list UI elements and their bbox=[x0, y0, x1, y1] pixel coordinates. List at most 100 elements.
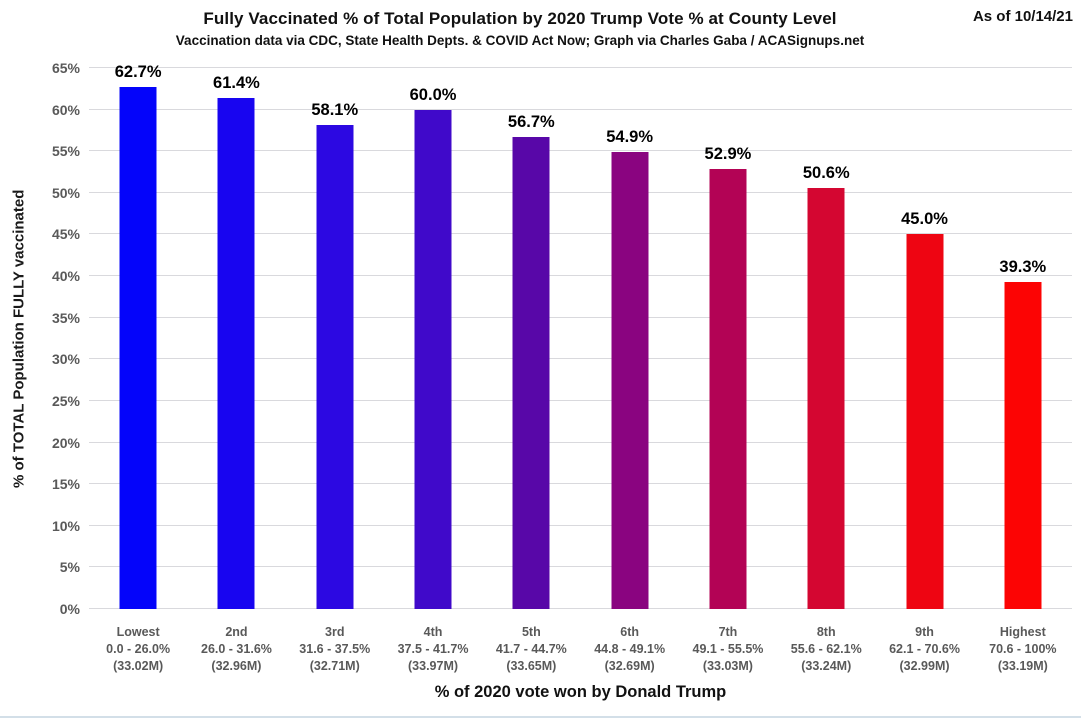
x-category-label: 8th 55.6 - 62.1% (33.24M) bbox=[777, 624, 875, 675]
y-tick-label: 30% bbox=[51, 351, 80, 368]
x-category-label: 6th 44.8 - 49.1% (32.69M) bbox=[581, 624, 679, 675]
bar-column: 61.4% bbox=[187, 68, 285, 609]
bar-column: 50.6% bbox=[777, 68, 875, 609]
bar-column: 54.9% bbox=[581, 68, 679, 609]
bar-value-label: 39.3% bbox=[999, 257, 1047, 276]
bar-column: 60.0% bbox=[384, 68, 482, 609]
bar bbox=[316, 125, 354, 609]
chart-header: Fully Vaccinated % of Total Population b… bbox=[0, 9, 1040, 48]
x-category-range: 62.1 - 70.6% bbox=[889, 642, 960, 656]
x-category-label: Lowest 0.0 - 26.0% (33.02M) bbox=[89, 624, 187, 675]
x-category-tier: 2nd bbox=[225, 625, 248, 639]
gridline bbox=[89, 275, 1072, 277]
bar bbox=[512, 137, 550, 609]
bar bbox=[414, 109, 452, 609]
x-category-tier: 8th bbox=[816, 625, 836, 639]
gridline bbox=[89, 483, 1072, 485]
x-category-label: Highest 70.6 - 100% (33.19M) bbox=[974, 624, 1072, 675]
x-category-label: 2nd 26.0 - 31.6% (32.96M) bbox=[187, 624, 285, 675]
bar-column: 56.7% bbox=[482, 68, 580, 609]
x-category-population: (33.65M) bbox=[506, 659, 557, 673]
gridline bbox=[89, 441, 1072, 443]
bar-value-label: 52.9% bbox=[704, 144, 752, 163]
gridline bbox=[89, 150, 1072, 152]
bar-column: 52.9% bbox=[679, 68, 777, 609]
gridline bbox=[89, 316, 1072, 318]
x-category-range: 0.0 - 26.0% bbox=[106, 642, 171, 656]
bar bbox=[217, 97, 255, 609]
y-tick-label: 50% bbox=[51, 184, 80, 201]
bar-column: 58.1% bbox=[286, 68, 384, 609]
bar-column: 39.3% bbox=[974, 68, 1072, 609]
gridline bbox=[89, 608, 1072, 609]
x-category-population: (32.99M) bbox=[899, 659, 950, 673]
x-axis-title: % of 2020 vote won by Donald Trump bbox=[434, 683, 727, 701]
gridline bbox=[89, 358, 1072, 360]
x-category-range: 70.6 - 100% bbox=[989, 642, 1057, 656]
y-tick-label: 35% bbox=[51, 309, 80, 326]
y-tick-label: 10% bbox=[51, 517, 80, 534]
x-category-population: (33.19M) bbox=[997, 659, 1048, 673]
x-category-tier: 5th bbox=[521, 625, 541, 639]
x-category-tier: Lowest bbox=[116, 625, 160, 639]
bar-value-label: 50.6% bbox=[802, 163, 850, 182]
x-category-label: 3rd 31.6 - 37.5% (32.71M) bbox=[286, 624, 384, 675]
as-of-date: As of 10/14/21 bbox=[972, 8, 1073, 25]
x-category-population: (32.69M) bbox=[604, 659, 655, 673]
x-category-range: 26.0 - 31.6% bbox=[201, 642, 272, 656]
x-category-tier: 7th bbox=[718, 625, 738, 639]
x-category-label: 4th 37.5 - 41.7% (33.97M) bbox=[384, 624, 482, 675]
bar bbox=[1004, 281, 1042, 609]
bar-value-label: 58.1% bbox=[311, 101, 359, 120]
bar-column: 62.7% bbox=[89, 63, 187, 609]
y-tick-label: 55% bbox=[51, 143, 80, 160]
x-category-population: (33.02M) bbox=[113, 659, 164, 673]
bar-value-label: 62.7% bbox=[114, 63, 162, 82]
gridline bbox=[89, 67, 1072, 68]
chart-title: Fully Vaccinated % of Total Population b… bbox=[203, 9, 837, 28]
bar bbox=[807, 187, 845, 609]
x-category-tier: 4th bbox=[423, 625, 443, 639]
bar bbox=[906, 234, 944, 609]
y-tick-label: 40% bbox=[51, 268, 80, 285]
y-tick-label: 65% bbox=[51, 60, 80, 76]
x-category-label: 7th 49.1 - 55.5% (33.03M) bbox=[679, 624, 777, 675]
y-tick-label: 15% bbox=[51, 476, 80, 493]
x-category-population: (33.97M) bbox=[408, 659, 459, 673]
y-tick-label: 45% bbox=[51, 226, 80, 243]
x-category-range: 49.1 - 55.5% bbox=[692, 642, 764, 656]
gridline bbox=[89, 399, 1072, 401]
bar-column: 45.0% bbox=[875, 68, 973, 609]
plot-area: 62.7% 61.4% 58.1% 60.0% 56.7% 54.9% 52.9% 50.6%… bbox=[89, 63, 1072, 609]
y-tick-label: 25% bbox=[51, 392, 80, 409]
x-category-range: 31.6 - 37.5% bbox=[299, 642, 371, 656]
y-tick-label: 0% bbox=[59, 601, 80, 617]
gridline bbox=[89, 566, 1072, 568]
x-category-range: 44.8 - 49.1% bbox=[594, 642, 666, 656]
x-category-population: (33.03M) bbox=[702, 659, 753, 673]
gridline bbox=[89, 233, 1072, 235]
x-category-population: (33.24M) bbox=[801, 659, 852, 673]
x-category-tier: 9th bbox=[915, 625, 934, 639]
bar-value-label: 54.9% bbox=[606, 128, 654, 147]
bar-value-label: 60.0% bbox=[409, 85, 457, 104]
y-tick-label: 20% bbox=[51, 434, 80, 451]
bar-value-label: 56.7% bbox=[507, 113, 555, 132]
x-category-tier: 6th bbox=[620, 625, 640, 639]
bar bbox=[119, 87, 157, 609]
chart-subtitle: Vaccination data via CDC, State Health D… bbox=[175, 33, 865, 48]
bar-value-label: 45.0% bbox=[901, 210, 948, 229]
y-tick-label: 60% bbox=[51, 101, 80, 118]
gridline bbox=[89, 191, 1072, 193]
x-category-range: 37.5 - 41.7% bbox=[397, 642, 469, 656]
x-category-label: 5th 41.7 - 44.7% (33.65M) bbox=[482, 624, 580, 675]
y-tick-label: 5% bbox=[59, 559, 80, 576]
x-category-tier: Highest bbox=[999, 625, 1046, 639]
x-category-population: (32.71M) bbox=[309, 659, 360, 673]
x-category-range: 55.6 - 62.1% bbox=[790, 642, 862, 656]
x-category-label: 9th 62.1 - 70.6% (32.99M) bbox=[875, 624, 973, 675]
gridline bbox=[89, 524, 1072, 526]
bar bbox=[611, 152, 649, 609]
x-category-population: (32.96M) bbox=[211, 659, 262, 673]
